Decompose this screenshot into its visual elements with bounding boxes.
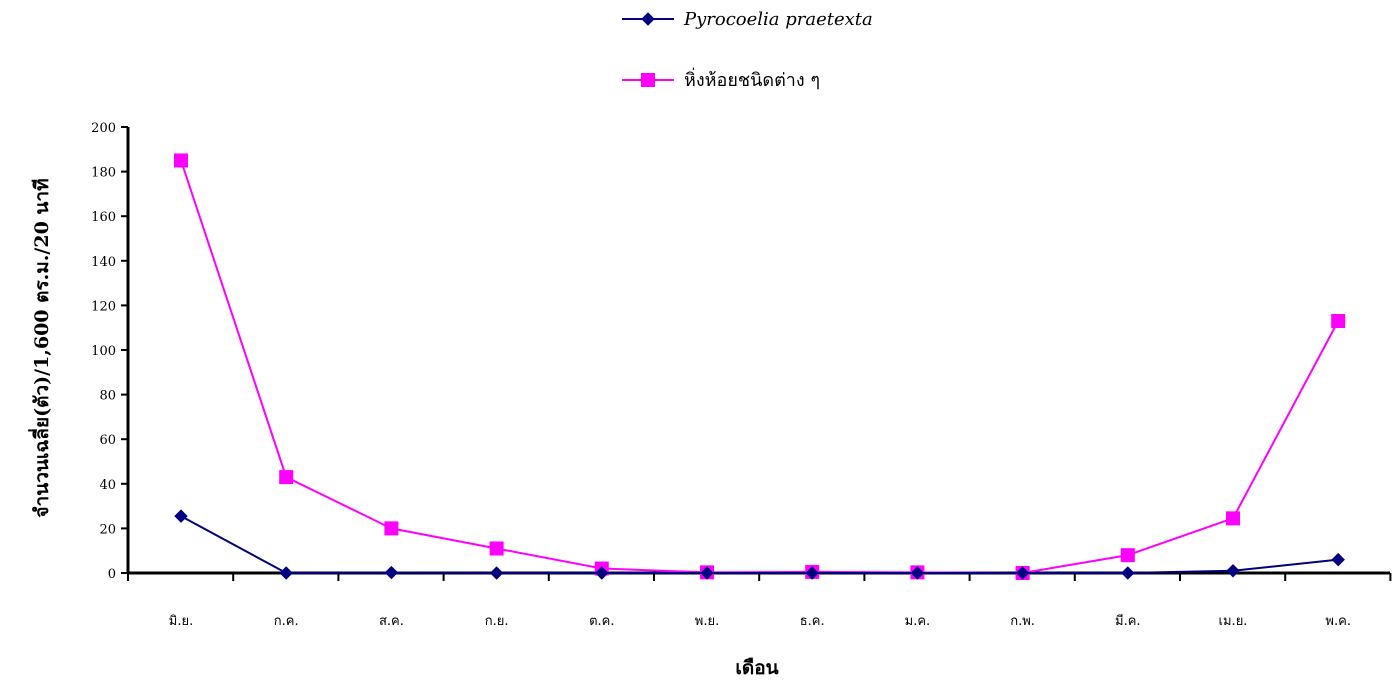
y-tick-label: 120: [91, 299, 116, 314]
x-tick-label: มิ.ย.: [169, 614, 193, 629]
plot-area: [174, 153, 1346, 580]
y-axis: 0 20 40 60 80 100 120 140 160 180 200: [91, 121, 130, 582]
legend: Pyrocoelia praetexta หิ่งห้อยชนิดต่าง ๆ: [622, 9, 873, 91]
y-axis-title: จำนวนเฉลี่ย(ตัว)/1,600 ตร.ม./20 นาที: [28, 178, 53, 517]
legend-marker: [641, 73, 655, 87]
x-tick-label: เม.ย.: [1219, 614, 1248, 629]
y-tick-label: 100: [91, 344, 116, 359]
data-point: [1226, 564, 1240, 578]
data-point: [384, 521, 399, 536]
y-tick-label: 200: [91, 121, 116, 136]
series-series: [174, 153, 1346, 580]
data-point: [1120, 548, 1135, 563]
y-tick-label: 80: [99, 389, 116, 404]
x-tick-label: ส.ค.: [379, 614, 404, 629]
legend-marker: [641, 12, 655, 26]
y-tick-label: 20: [99, 522, 116, 537]
series-line: [180, 515, 1339, 575]
data-point: [910, 566, 925, 580]
y-tick-label: 0: [108, 567, 116, 582]
data-point: [279, 566, 293, 580]
legend-item: หิ่งห้อยชนิดต่าง ๆ: [622, 67, 820, 91]
x-tick-label: พ.ค.: [1325, 614, 1351, 629]
legend-item: Pyrocoelia praetexta: [622, 9, 873, 30]
y-tick-label: 60: [99, 433, 116, 448]
y-tick-label: 40: [99, 478, 116, 493]
data-point: [489, 566, 504, 580]
data-point: [700, 566, 714, 580]
series-line: [180, 160, 1340, 575]
data-point: [174, 509, 188, 523]
x-tick-label: พ.ย.: [695, 614, 719, 629]
legend-label: Pyrocoelia praetexta: [683, 9, 873, 30]
x-tick-label: มี.ค.: [1115, 613, 1141, 629]
data-point: [384, 565, 399, 580]
x-axis: มิ.ย. ก.ค. ส.ค. ก.ย. ต.ค. พ.ย. ธ.ค. ม.ค. ก.พ. มี.…: [127, 571, 1392, 629]
x-tick-label: ก.ย.: [485, 614, 509, 629]
x-axis-title: เดือน: [735, 657, 778, 679]
y-tick-label: 140: [91, 255, 116, 270]
series-pyrocoelia-praetexta: [174, 509, 1345, 580]
y-tick-label: 160: [91, 210, 116, 225]
x-tick-label: ม.ค.: [905, 614, 931, 629]
data-point: [174, 153, 188, 168]
data-point: [595, 566, 609, 580]
x-tick-label: ต.ค.: [589, 614, 614, 629]
data-point: [1331, 552, 1345, 567]
data-point: [1331, 314, 1346, 329]
data-point: [805, 566, 819, 580]
x-tick-label: ก.พ.: [1010, 614, 1035, 629]
x-tick-label: ก.ค.: [274, 614, 299, 629]
data-point: [1226, 511, 1240, 526]
data-point: [489, 541, 504, 556]
data-point: [279, 470, 294, 485]
x-tick-label: ธ.ค.: [800, 614, 825, 629]
y-tick-label: 180: [91, 166, 116, 181]
legend-label: หิ่งห้อยชนิดต่าง ๆ: [684, 67, 820, 91]
data-point: [1015, 566, 1030, 580]
data-point: [1121, 566, 1135, 580]
